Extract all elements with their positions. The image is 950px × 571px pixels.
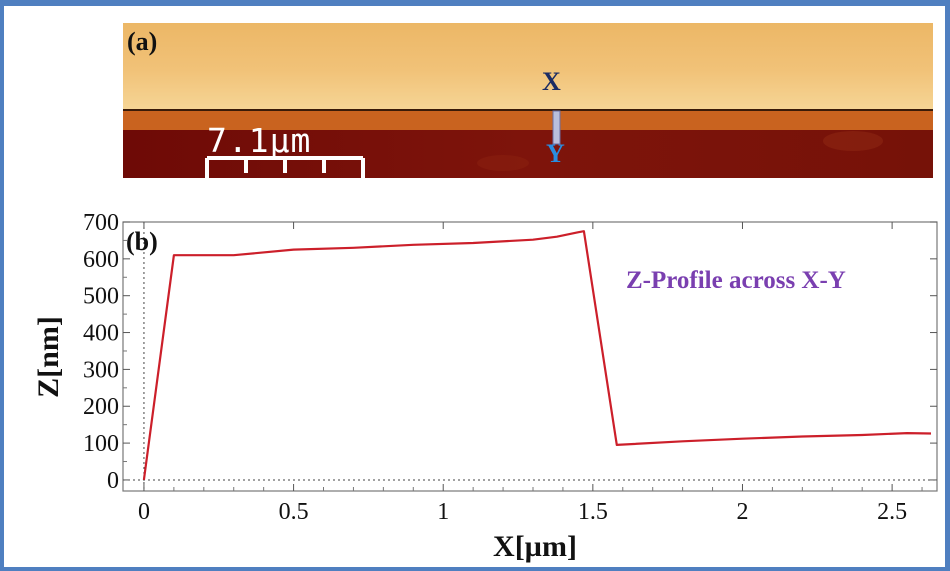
x-tick-label: 0 [138,499,150,525]
profile-annotation: Z-Profile across X-Y [626,267,846,294]
profile-marker [552,110,561,145]
profile-line [142,230,932,481]
scale-bar-label: 7.1µm [207,121,312,160]
afm-texture-spot [477,155,529,171]
afm-top-region [123,23,933,109]
plot-area [122,221,938,492]
x-axis-ticks: 0 0.5 1 1.5 2 2.5 [138,222,923,525]
marker-x-label: X [542,67,561,96]
afm-image [123,23,933,178]
y-tick-label: 600 [83,247,119,273]
y-tick-label: 100 [83,431,119,457]
panel-b-label: (b) [126,227,158,256]
x-axis-label: X[µm] [493,530,577,563]
scale-bar [205,156,365,178]
afm-texture-spot [823,131,883,151]
x-tick-label: 0.5 [279,499,309,525]
y-axis-ticks: 0 100 200 300 400 500 600 700 [83,210,937,494]
afm-bottom-region [123,130,933,178]
x-tick-label: 2.5 [877,499,907,525]
y-tick-label: 700 [83,210,119,236]
y-tick-label: 500 [83,284,119,310]
x-tick-label: 2 [736,499,748,525]
afm-image-panel: (a) 7.1µm X Y [123,23,933,178]
y-tick-label: 300 [83,357,119,383]
marker-y-label: Y [546,139,565,168]
plot-frame [122,221,938,492]
x-tick-label: 1 [437,499,449,525]
y-tick-label: 400 [83,321,119,347]
afm-step-band [123,111,933,130]
y-tick-label: 200 [83,394,119,420]
afm-edge-line [123,109,933,111]
x-tick-label: 1.5 [578,499,608,525]
panel-a-label: (a) [127,27,158,56]
y-tick-label: 0 [107,468,119,494]
y-axis-label: Z[nm] [32,316,65,398]
series-group [142,230,932,481]
